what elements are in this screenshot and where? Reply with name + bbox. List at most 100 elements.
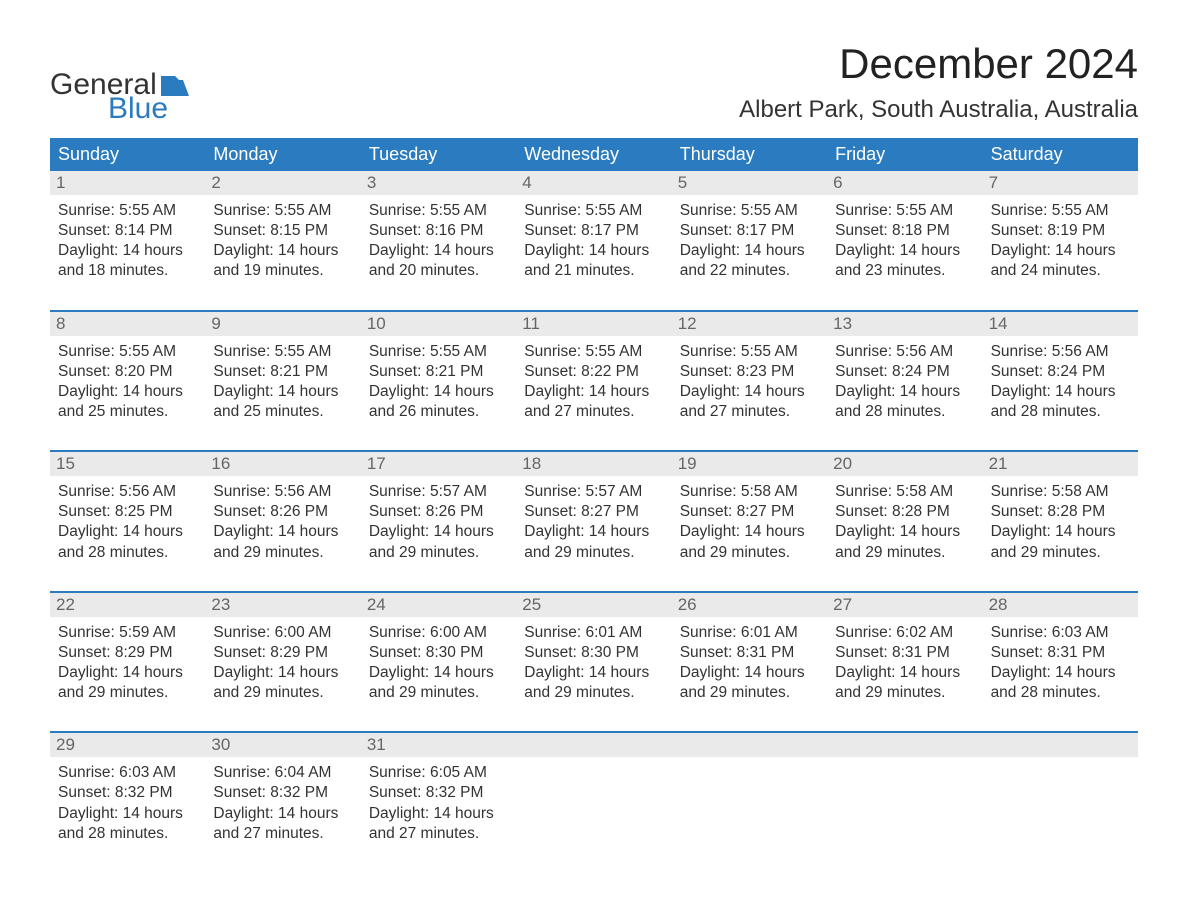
calendar-cell: Sunrise: 5:55 AMSunset: 8:23 PMDaylight:… bbox=[672, 336, 827, 441]
day-number: 28 bbox=[983, 593, 1138, 617]
day-number: . bbox=[983, 733, 1138, 757]
sunset-line: Sunset: 8:15 PM bbox=[213, 221, 352, 241]
calendar-cell: Sunrise: 5:55 AMSunset: 8:21 PMDaylight:… bbox=[205, 336, 360, 441]
day-number: 21 bbox=[983, 452, 1138, 476]
calendar-cell: Sunrise: 5:55 AMSunset: 8:22 PMDaylight:… bbox=[516, 336, 671, 441]
sunrise-line: Sunrise: 6:03 AM bbox=[991, 623, 1130, 643]
daylight-line: Daylight: 14 hours and 22 minutes. bbox=[680, 241, 819, 281]
sunrise-line: Sunrise: 5:56 AM bbox=[991, 342, 1130, 362]
sunset-line: Sunset: 8:21 PM bbox=[369, 362, 508, 382]
calendar-cell: Sunrise: 6:01 AMSunset: 8:30 PMDaylight:… bbox=[516, 617, 671, 722]
sunset-line: Sunset: 8:28 PM bbox=[991, 502, 1130, 522]
daylight-line: Daylight: 14 hours and 25 minutes. bbox=[58, 382, 197, 422]
sunrise-line: Sunrise: 5:56 AM bbox=[58, 482, 197, 502]
calendar-cell: Sunrise: 6:01 AMSunset: 8:31 PMDaylight:… bbox=[672, 617, 827, 722]
calendar-week: 15161718192021Sunrise: 5:56 AMSunset: 8:… bbox=[50, 450, 1138, 581]
sunrise-line: Sunrise: 5:55 AM bbox=[991, 201, 1130, 221]
calendar-cell: Sunrise: 6:02 AMSunset: 8:31 PMDaylight:… bbox=[827, 617, 982, 722]
sunrise-line: Sunrise: 5:55 AM bbox=[680, 342, 819, 362]
day-number: 16 bbox=[205, 452, 360, 476]
calendar-cell: Sunrise: 5:57 AMSunset: 8:26 PMDaylight:… bbox=[361, 476, 516, 581]
day-number: . bbox=[672, 733, 827, 757]
sunrise-line: Sunrise: 5:55 AM bbox=[524, 201, 663, 221]
daylight-line: Daylight: 14 hours and 29 minutes. bbox=[524, 663, 663, 703]
calendar-cell: Sunrise: 5:56 AMSunset: 8:24 PMDaylight:… bbox=[983, 336, 1138, 441]
sunset-line: Sunset: 8:31 PM bbox=[991, 643, 1130, 663]
daylight-line: Daylight: 14 hours and 28 minutes. bbox=[58, 522, 197, 562]
sunset-line: Sunset: 8:27 PM bbox=[680, 502, 819, 522]
sunrise-line: Sunrise: 6:03 AM bbox=[58, 763, 197, 783]
sunrise-line: Sunrise: 5:59 AM bbox=[58, 623, 197, 643]
day-number: 14 bbox=[983, 312, 1138, 336]
day-number: 13 bbox=[827, 312, 982, 336]
weekday-label: Thursday bbox=[672, 138, 827, 171]
daylight-line: Daylight: 14 hours and 25 minutes. bbox=[213, 382, 352, 422]
daylight-line: Daylight: 14 hours and 21 minutes. bbox=[524, 241, 663, 281]
calendar-table: Sunday Monday Tuesday Wednesday Thursday… bbox=[50, 138, 1138, 862]
daylight-line: Daylight: 14 hours and 29 minutes. bbox=[680, 663, 819, 703]
sunset-line: Sunset: 8:32 PM bbox=[213, 783, 352, 803]
sunrise-line: Sunrise: 5:55 AM bbox=[369, 342, 508, 362]
daylight-line: Daylight: 14 hours and 29 minutes. bbox=[524, 522, 663, 562]
daylight-line: Daylight: 14 hours and 20 minutes. bbox=[369, 241, 508, 281]
sunset-line: Sunset: 8:32 PM bbox=[369, 783, 508, 803]
day-number: 6 bbox=[827, 171, 982, 195]
weekday-label: Sunday bbox=[50, 138, 205, 171]
calendar-week: 293031....Sunrise: 6:03 AMSunset: 8:32 P… bbox=[50, 731, 1138, 862]
calendar-cell: Sunrise: 5:57 AMSunset: 8:27 PMDaylight:… bbox=[516, 476, 671, 581]
daylight-line: Daylight: 14 hours and 29 minutes. bbox=[369, 522, 508, 562]
day-number: 4 bbox=[516, 171, 671, 195]
location-subtitle: Albert Park, South Australia, Australia bbox=[739, 96, 1138, 124]
sunset-line: Sunset: 8:17 PM bbox=[524, 221, 663, 241]
daylight-line: Daylight: 14 hours and 29 minutes. bbox=[680, 522, 819, 562]
calendar-cell: Sunrise: 5:55 AMSunset: 8:14 PMDaylight:… bbox=[50, 195, 205, 300]
calendar-cell: Sunrise: 5:55 AMSunset: 8:15 PMDaylight:… bbox=[205, 195, 360, 300]
sunset-line: Sunset: 8:30 PM bbox=[369, 643, 508, 663]
sunrise-line: Sunrise: 6:01 AM bbox=[524, 623, 663, 643]
sunset-line: Sunset: 8:29 PM bbox=[213, 643, 352, 663]
sunset-line: Sunset: 8:21 PM bbox=[213, 362, 352, 382]
day-number: . bbox=[827, 733, 982, 757]
sunrise-line: Sunrise: 5:55 AM bbox=[58, 342, 197, 362]
calendar-cell: Sunrise: 5:58 AMSunset: 8:27 PMDaylight:… bbox=[672, 476, 827, 581]
sunset-line: Sunset: 8:30 PM bbox=[524, 643, 663, 663]
day-number: 24 bbox=[361, 593, 516, 617]
day-number: 10 bbox=[361, 312, 516, 336]
calendar-cell: Sunrise: 6:00 AMSunset: 8:29 PMDaylight:… bbox=[205, 617, 360, 722]
day-number: 11 bbox=[516, 312, 671, 336]
daylight-line: Daylight: 14 hours and 24 minutes. bbox=[991, 241, 1130, 281]
sunset-line: Sunset: 8:20 PM bbox=[58, 362, 197, 382]
day-number: 27 bbox=[827, 593, 982, 617]
calendar-cell: Sunrise: 6:04 AMSunset: 8:32 PMDaylight:… bbox=[205, 757, 360, 862]
daylight-line: Daylight: 14 hours and 29 minutes. bbox=[835, 522, 974, 562]
sunset-line: Sunset: 8:29 PM bbox=[58, 643, 197, 663]
calendar-cell: Sunrise: 5:55 AMSunset: 8:18 PMDaylight:… bbox=[827, 195, 982, 300]
day-number: 2 bbox=[205, 171, 360, 195]
daylight-line: Daylight: 14 hours and 27 minutes. bbox=[524, 382, 663, 422]
sunset-line: Sunset: 8:24 PM bbox=[835, 362, 974, 382]
daylight-line: Daylight: 14 hours and 29 minutes. bbox=[213, 522, 352, 562]
calendar-cell: Sunrise: 5:55 AMSunset: 8:19 PMDaylight:… bbox=[983, 195, 1138, 300]
calendar-cell: Sunrise: 5:55 AMSunset: 8:17 PMDaylight:… bbox=[672, 195, 827, 300]
sunrise-line: Sunrise: 5:57 AM bbox=[369, 482, 508, 502]
sunrise-line: Sunrise: 5:55 AM bbox=[58, 201, 197, 221]
sunrise-line: Sunrise: 5:55 AM bbox=[524, 342, 663, 362]
day-number: 15 bbox=[50, 452, 205, 476]
sunset-line: Sunset: 8:18 PM bbox=[835, 221, 974, 241]
sunrise-line: Sunrise: 5:55 AM bbox=[835, 201, 974, 221]
day-number: 8 bbox=[50, 312, 205, 336]
calendar-week: 22232425262728Sunrise: 5:59 AMSunset: 8:… bbox=[50, 591, 1138, 722]
sunset-line: Sunset: 8:16 PM bbox=[369, 221, 508, 241]
sunrise-line: Sunrise: 5:58 AM bbox=[680, 482, 819, 502]
sunrise-line: Sunrise: 5:56 AM bbox=[835, 342, 974, 362]
day-number: 17 bbox=[361, 452, 516, 476]
daylight-line: Daylight: 14 hours and 23 minutes. bbox=[835, 241, 974, 281]
day-number: 3 bbox=[361, 171, 516, 195]
calendar-week: 1234567Sunrise: 5:55 AMSunset: 8:14 PMDa… bbox=[50, 171, 1138, 300]
day-number: 23 bbox=[205, 593, 360, 617]
sunrise-line: Sunrise: 5:56 AM bbox=[213, 482, 352, 502]
daylight-line: Daylight: 14 hours and 27 minutes. bbox=[213, 804, 352, 844]
sunset-line: Sunset: 8:23 PM bbox=[680, 362, 819, 382]
day-number: 18 bbox=[516, 452, 671, 476]
daylight-line: Daylight: 14 hours and 28 minutes. bbox=[991, 382, 1130, 422]
